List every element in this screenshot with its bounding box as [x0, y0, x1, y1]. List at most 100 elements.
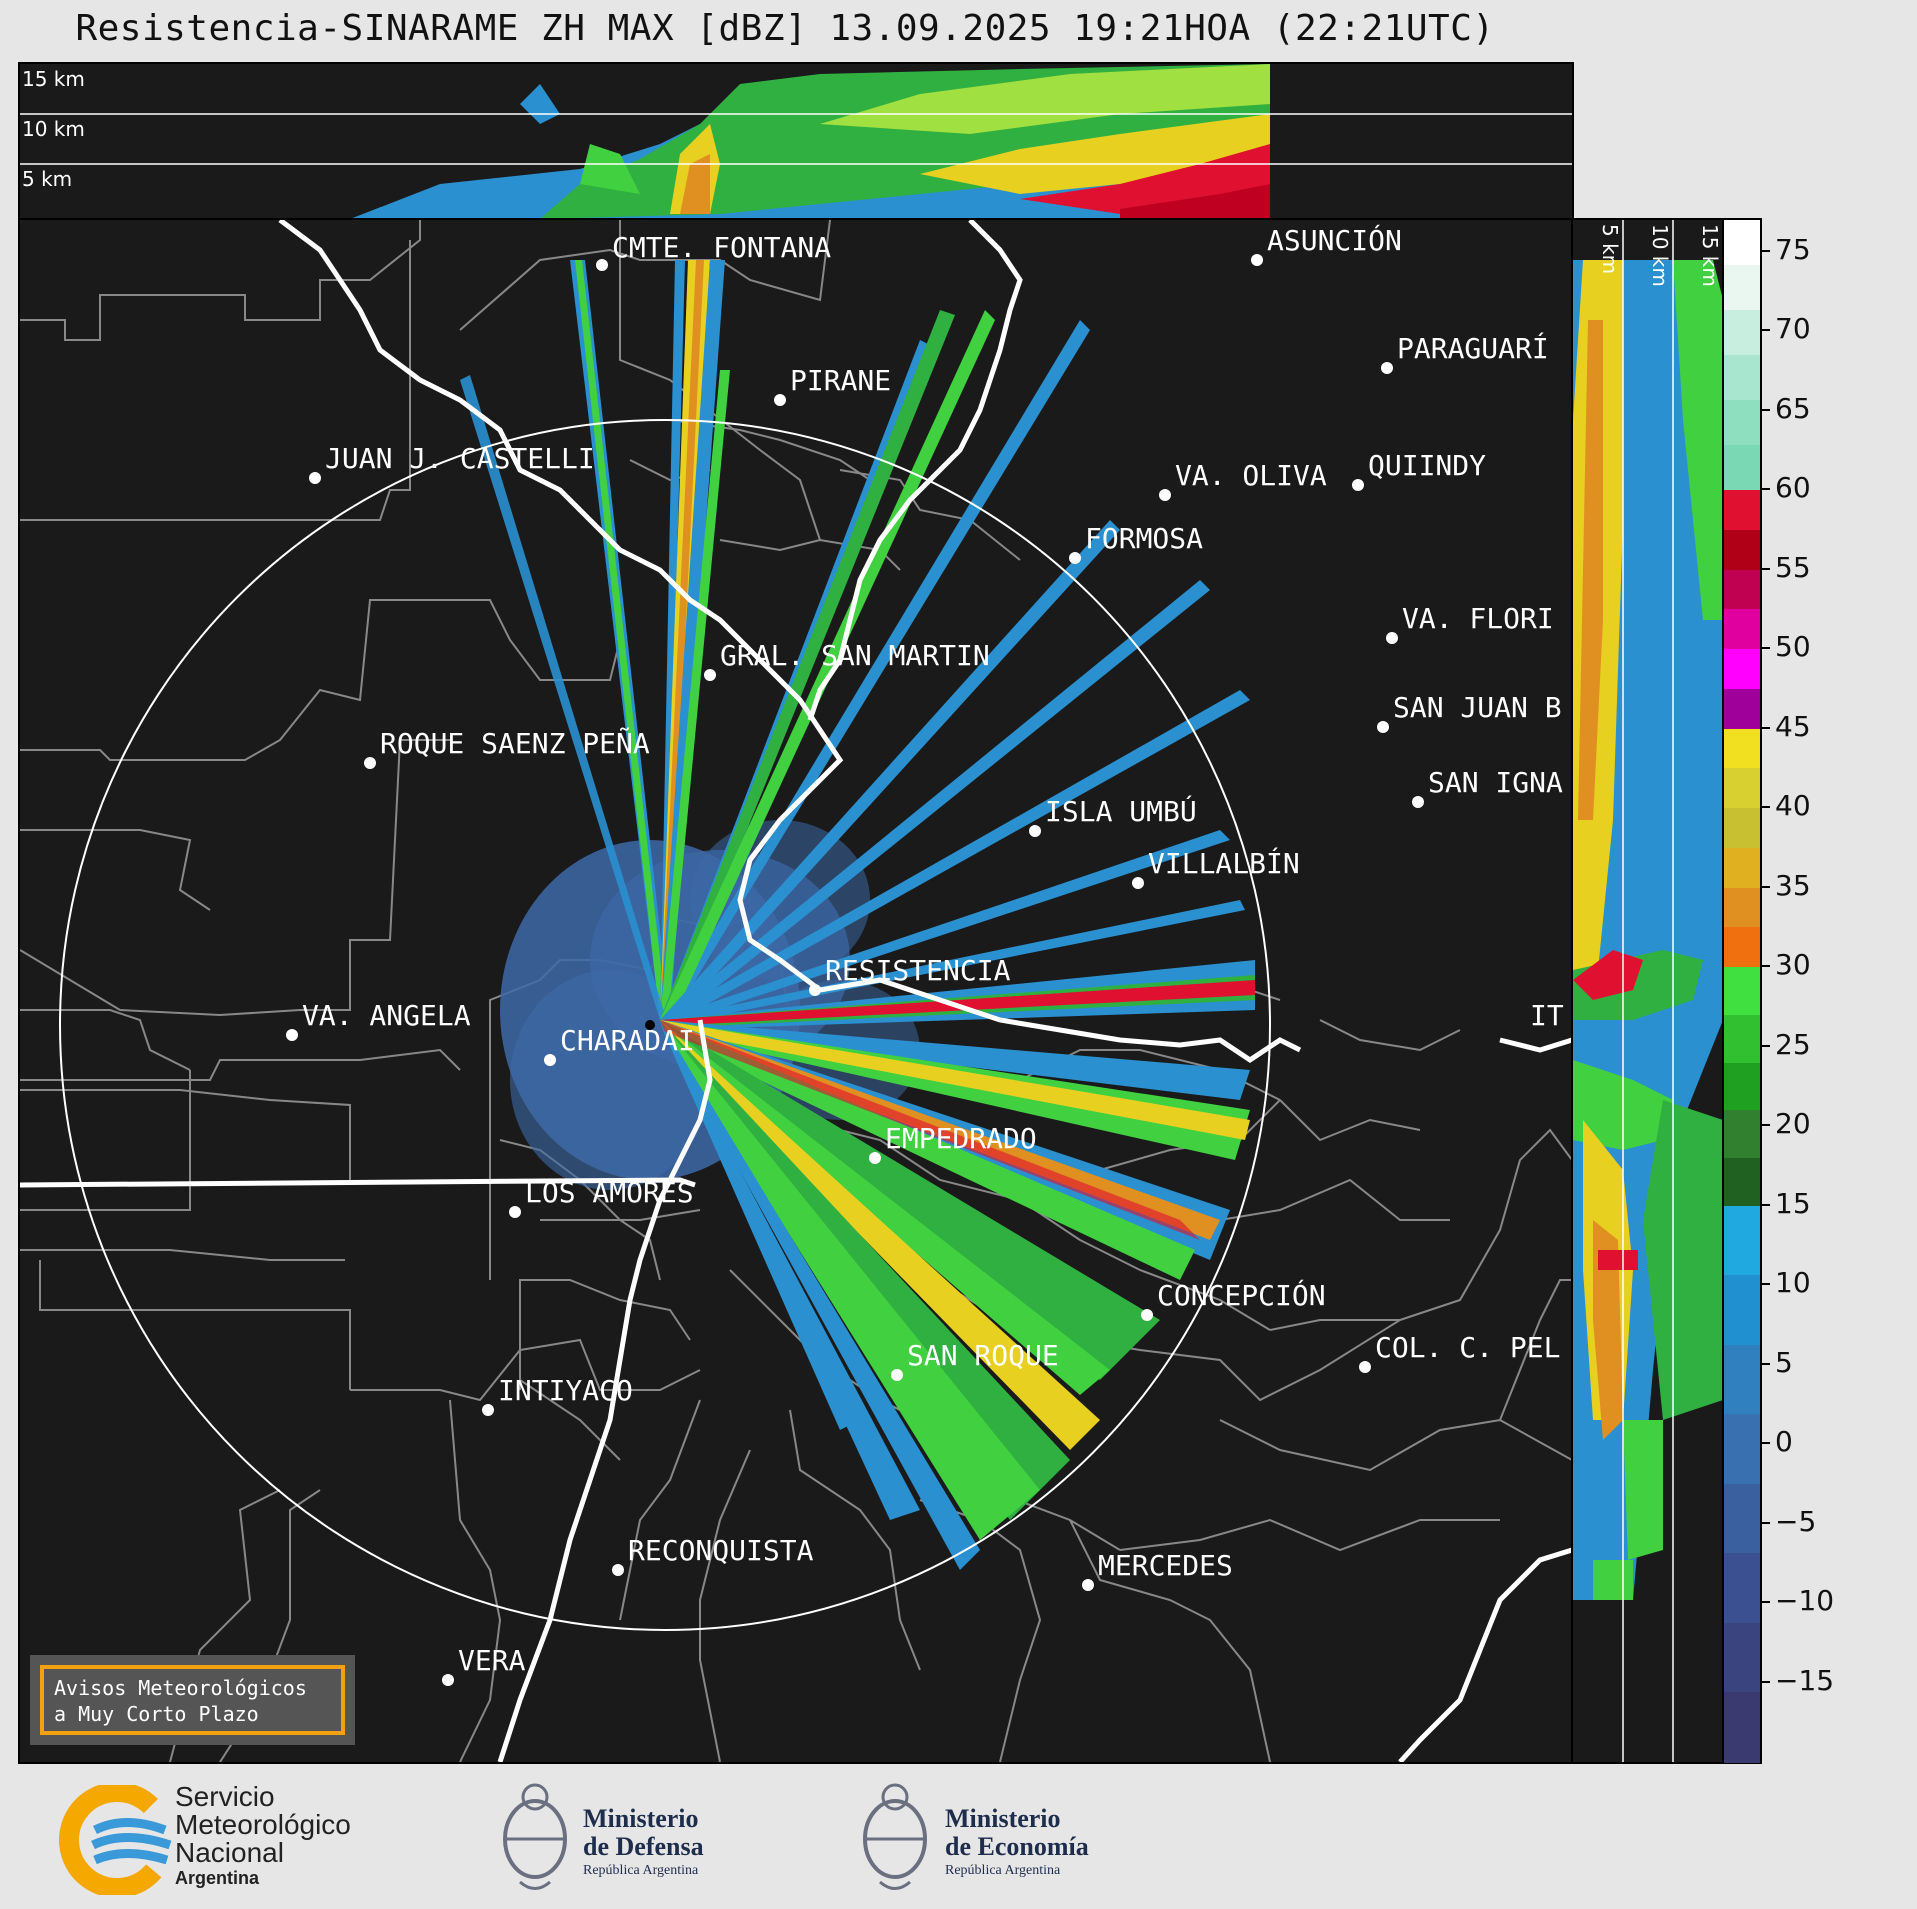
- radar-map: CMTE. FONTANA ASUNCIÓN PARAGUARÍ PIRANE …: [20, 220, 1572, 1762]
- colorbar-segment: [1724, 808, 1760, 849]
- city-dot-intiyaco: [482, 1404, 494, 1416]
- city-label-san-igna: SAN IGNA: [1428, 766, 1563, 799]
- city-label-mercedes: MERCEDES: [1098, 1549, 1233, 1582]
- colorbar-tick-label: 75: [1775, 232, 1811, 266]
- colorbar-tick-label: −10: [1775, 1584, 1835, 1618]
- city-dot-san-roque: [891, 1369, 903, 1381]
- side-cross-section-panel: 5 km 10 km 15 km: [1571, 218, 1725, 1764]
- colorbar-tick-label: 40: [1775, 789, 1811, 823]
- radar-map-panel[interactable]: CMTE. FONTANA ASUNCIÓN PARAGUARÍ PIRANE …: [18, 218, 1574, 1764]
- colorbar-segment: [1724, 649, 1760, 690]
- colorbar-tick: [1760, 1601, 1770, 1604]
- side-echo-field: [1573, 260, 1723, 1600]
- colorbar-tick-label: 65: [1775, 391, 1811, 425]
- city-dot-isla-umbu: [1029, 825, 1041, 837]
- colorbar-segment: [1724, 609, 1760, 651]
- radar-site-marker: [645, 1020, 655, 1030]
- defensa-line-2: de Defensa: [583, 1832, 704, 1861]
- colorbar-segment: [1724, 355, 1760, 402]
- notice-box[interactable]: Avisos Meteorológicos a Muy Corto Plazo: [30, 1655, 355, 1745]
- city-dot-mercedes: [1082, 1579, 1094, 1591]
- city-label-isla-umbu: ISLA UMBÚ: [1045, 794, 1197, 828]
- colorbar-segment: [1724, 1014, 1760, 1064]
- colorbar-tick: [1760, 1283, 1770, 1286]
- city-label-va-angela: VA. ANGELA: [302, 999, 471, 1032]
- city-label-formosa: FORMOSA: [1085, 522, 1203, 555]
- colorbar-segment: [1724, 1414, 1760, 1485]
- colorbar-segment: [1724, 569, 1760, 611]
- colorbar-segment: [1724, 445, 1760, 492]
- colorbar-tick-label: 5: [1775, 1345, 1793, 1379]
- colorbar-segment: [1724, 220, 1760, 267]
- city-label-san-juan-b: SAN JUAN B: [1393, 691, 1562, 724]
- city-label-quiindy: QUIINDY: [1368, 449, 1486, 482]
- city-dot-villalbin: [1132, 877, 1144, 889]
- city-label-empedrado: EMPEDRADO: [885, 1122, 1037, 1155]
- city-label-va-flori: VA. FLORI: [1402, 602, 1554, 635]
- city-label-concepcion: CONCEPCIÓN: [1157, 1278, 1326, 1312]
- colorbar-tick: [1760, 488, 1770, 491]
- city-label-san-roque: SAN ROQUE: [907, 1339, 1059, 1372]
- colorbar-tick: [1760, 567, 1770, 570]
- colorbar-segment: [1724, 887, 1760, 929]
- colorbar-tick-label: −5: [1775, 1504, 1817, 1538]
- colorbar-segment: [1724, 400, 1760, 447]
- colorbar-tick-label: 45: [1775, 709, 1811, 743]
- colorbar-segment: [1724, 927, 1760, 969]
- radar-echo-field: [460, 260, 1255, 1570]
- city-label-gral-san-martin: GRAL. SAN MARTIN: [720, 639, 990, 672]
- colorbar-segment: [1724, 728, 1760, 770]
- colorbar-segment: [1724, 847, 1760, 889]
- city-dot-gral-san-martin: [704, 669, 716, 681]
- city-markers: CMTE. FONTANA ASUNCIÓN PARAGUARÍ PIRANE …: [286, 223, 1564, 1686]
- colorbar-segment: [1724, 1622, 1760, 1694]
- top-cross-section-panel: 15 km 10 km 5 km: [18, 62, 1574, 221]
- smn-logo-icon: [59, 1785, 175, 1895]
- defensa-line-3: República Argentina: [583, 1863, 699, 1878]
- city-dot-va-oliva: [1159, 489, 1171, 501]
- city-label-pirane: PIRANE: [790, 364, 891, 397]
- colorbar-tick: [1760, 329, 1770, 332]
- city-label-charadai: CHARADAI: [560, 1024, 695, 1057]
- colorbar-tick: [1760, 647, 1770, 650]
- colorbar-tick: [1760, 806, 1770, 809]
- city-label-intiyaco: INTIYACO: [498, 1374, 633, 1407]
- defensa-coat-of-arms-icon: [503, 1783, 567, 1890]
- colorbar-segment: [1724, 1344, 1760, 1416]
- top-altitude-label-5km: 5 km: [22, 167, 72, 191]
- city-label-roque-saenz-pena: ROQUE SAENZ PEÑA: [380, 726, 650, 760]
- colorbar-segment: [1724, 688, 1760, 730]
- colorbar-segment: [1724, 1205, 1760, 1277]
- colorbar-segment: [1724, 490, 1760, 531]
- colorbar-tick: [1760, 726, 1770, 729]
- colorbar-tick-label: 30: [1775, 948, 1811, 982]
- city-dot-reconquista: [612, 1564, 624, 1576]
- colorbar-tick-label: 55: [1775, 550, 1811, 584]
- colorbar-segment: [1724, 1553, 1760, 1624]
- economia-line-2: de Economía: [945, 1832, 1089, 1861]
- top-altitude-label-15km: 15 km: [22, 67, 85, 91]
- colorbar-tick: [1760, 1680, 1770, 1683]
- colorbar-tick-label: 15: [1775, 1186, 1811, 1220]
- city-dot-paraguari: [1381, 362, 1393, 374]
- colorbar-tick-label: 70: [1775, 312, 1811, 346]
- colorbar-tick: [1760, 1124, 1770, 1127]
- colorbar-segment: [1724, 1483, 1760, 1555]
- colorbar-segment: [1724, 1062, 1760, 1112]
- colorbar-segment: [1724, 1275, 1760, 1346]
- smn-line-1: Servicio: [175, 1781, 275, 1812]
- economia-line-3: República Argentina: [945, 1863, 1061, 1878]
- top-cross-section-plot: 15 km 10 km 5 km: [20, 64, 1572, 219]
- city-dot-vera: [442, 1674, 454, 1686]
- colorbar-tick-label: 60: [1775, 471, 1811, 505]
- city-dot-empedrado: [869, 1152, 881, 1164]
- defensa-line-1: Ministerio: [583, 1804, 699, 1833]
- colorbar-tick: [1760, 1203, 1770, 1206]
- city-label-los-amores: LOS AMORES: [525, 1176, 694, 1209]
- city-dot-juan-j-castelli: [309, 472, 321, 484]
- colorbar-segment: [1724, 967, 1760, 1016]
- colorbar-segment: [1724, 1692, 1760, 1763]
- colorbar-tick-label: 50: [1775, 630, 1811, 664]
- city-dot-va-flori: [1386, 632, 1398, 644]
- city-label-va-oliva: VA. OLIVA: [1175, 459, 1327, 492]
